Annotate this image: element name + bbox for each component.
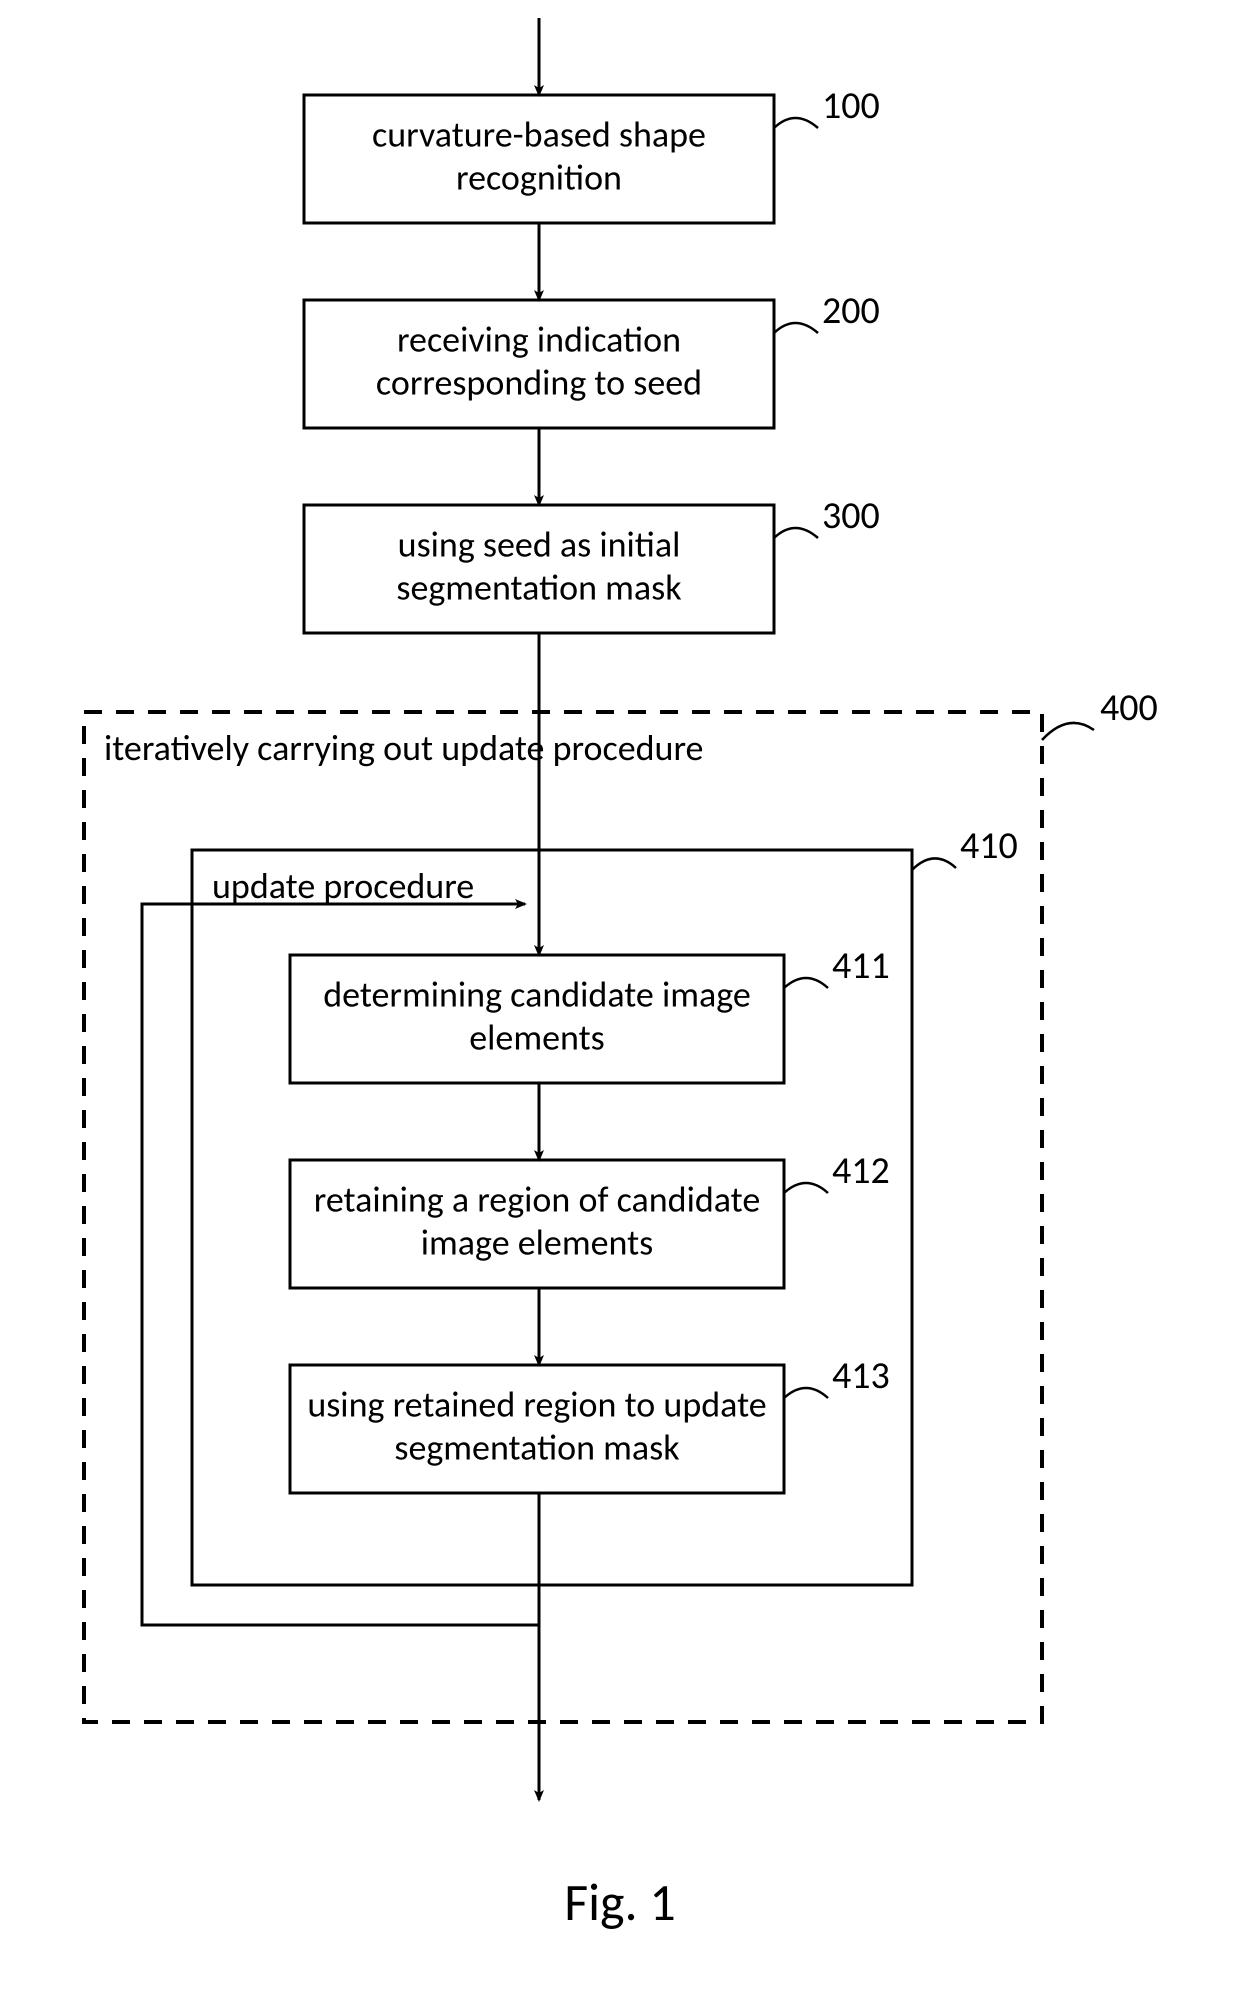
iterative-container-title: iteratively carrying out update procedur… [104,726,703,770]
flow-step-text: using retained region to update [307,1382,766,1426]
flowchart-figure: iteratively carrying out update procedur… [0,0,1240,1997]
flow-step-text: segmentation mask [396,566,681,610]
update-procedure-title: update procedure [212,864,474,908]
ref-leader [774,118,818,128]
flow-step-text: curvature-based shape [372,112,706,156]
ref-label: 200 [822,288,880,334]
ref-label: 100 [822,83,880,129]
flow-step-text: using seed as initial [398,522,681,566]
ref-label: 413 [832,1353,890,1399]
flow-step-text: receiving indication [397,317,681,361]
flow-step-text: image elements [421,1221,653,1265]
flow-step-text: recognition [456,156,622,200]
figure-label: Fig. 1 [564,1870,676,1934]
flow-step-text: elements [469,1016,604,1060]
ref-leader [1042,723,1094,740]
ref-label: 300 [822,493,880,539]
ref-label: 400 [1100,685,1158,731]
flow-step-text: retaining a region of candidate [314,1177,760,1221]
ref-label: 412 [832,1148,890,1194]
ref-leader [784,978,828,988]
ref-label: 411 [832,943,890,989]
ref-leader [912,858,956,870]
flow-step-text: segmentation mask [394,1426,679,1470]
ref-leader [774,323,818,333]
ref-label: 410 [960,823,1018,869]
flow-step-text: corresponding to seed [376,361,702,405]
ref-leader [774,528,818,538]
flow-step-text: determining candidate image [323,972,751,1016]
ref-leader [784,1388,828,1398]
ref-leader [784,1183,828,1193]
